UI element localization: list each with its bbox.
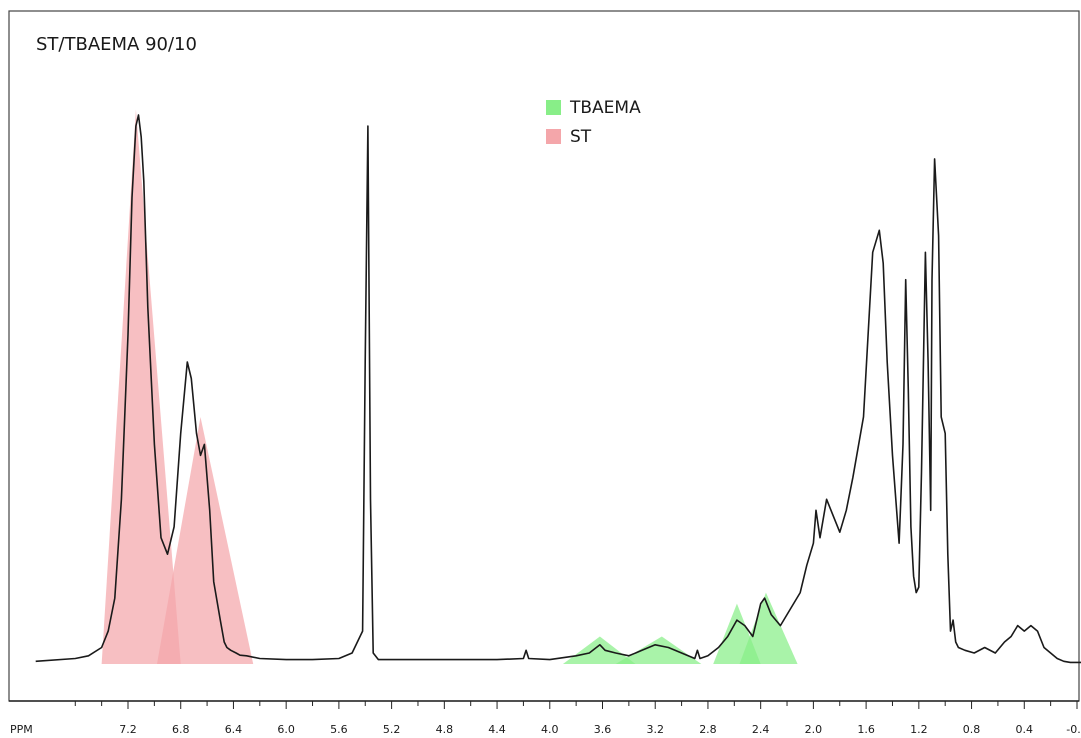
x-tick-label: 2.0 xyxy=(805,723,823,736)
x-tick-label: 4.8 xyxy=(436,723,454,736)
x-tick-label: 6.4 xyxy=(225,723,243,736)
x-tick-label: 6.0 xyxy=(277,723,295,736)
x-tick-label: 3.2 xyxy=(646,723,664,736)
x-tick-label: 7.2 xyxy=(119,723,137,736)
peak-region-tbaema-4 xyxy=(739,592,798,664)
x-tick-label: 5.6 xyxy=(330,723,348,736)
legend-swatch-tbaema xyxy=(546,100,561,115)
chart-title: ST/TBAEMA 90/10 xyxy=(36,34,197,55)
x-tick-label: 2.8 xyxy=(699,723,717,736)
x-tick-label: 0.8 xyxy=(963,723,981,736)
peak-region-st-2 xyxy=(156,416,254,664)
x-tick-label: 5.2 xyxy=(383,723,401,736)
x-tick-label: 0.4 xyxy=(1016,723,1034,736)
legend-label-st: ST xyxy=(570,126,592,147)
legend-label-tbaema: TBAEMA xyxy=(570,97,641,118)
legend: TBAEMA ST xyxy=(546,93,641,151)
spectrum-line xyxy=(35,114,1081,664)
x-axis-label: PPM xyxy=(10,723,33,736)
x-tick-label: 6.8 xyxy=(172,723,190,736)
x-tick-label: 4.0 xyxy=(541,723,559,736)
peak-region-tbaema-1 xyxy=(562,636,636,664)
legend-item-tbaema: TBAEMA xyxy=(546,93,641,122)
peak-region-st-1 xyxy=(101,109,181,664)
x-tick-label: 3.6 xyxy=(594,723,612,736)
x-tick-label: 4.4 xyxy=(488,723,506,736)
x-tick-label: 1.2 xyxy=(910,723,928,736)
legend-swatch-st xyxy=(546,129,561,144)
peak-region-tbaema-2 xyxy=(615,636,702,664)
x-tick-label: -0.0 xyxy=(1066,723,1081,736)
x-tick-label: 2.4 xyxy=(752,723,770,736)
legend-item-st: ST xyxy=(546,122,641,151)
x-tick-label: 1.6 xyxy=(857,723,875,736)
